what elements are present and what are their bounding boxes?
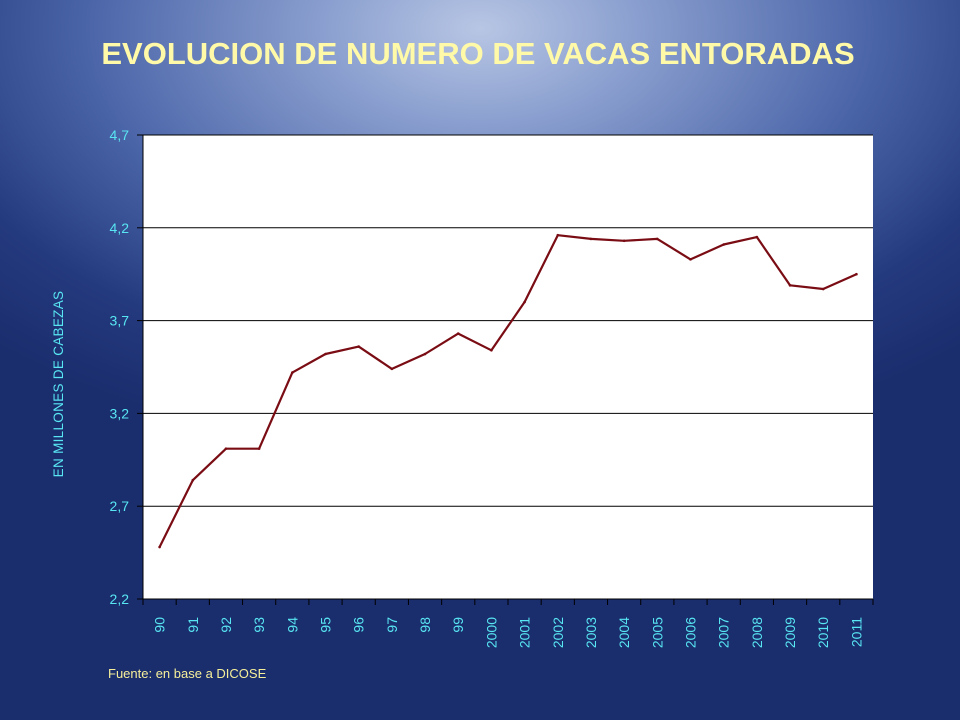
gridlines xyxy=(137,134,873,600)
x-tick-label: 92 xyxy=(218,617,234,633)
data-point xyxy=(423,352,427,356)
data-point xyxy=(324,352,327,356)
data-point xyxy=(722,243,725,246)
y-tick-label: 2,2 xyxy=(110,591,130,607)
x-tick-label: 91 xyxy=(185,617,201,633)
series-layer xyxy=(158,233,858,549)
y-tick-label: 4,2 xyxy=(110,220,130,236)
data-point xyxy=(158,545,161,549)
y-tick-label: 3,2 xyxy=(110,405,130,421)
y-tick-labels: 2,2 2,7 3,2 3,7 4,2 4,7 xyxy=(110,127,130,607)
x-tick-label: 2008 xyxy=(749,617,765,648)
data-point xyxy=(589,237,593,241)
x-tick-label: 2010 xyxy=(815,617,831,648)
plot-area xyxy=(143,135,873,599)
data-point xyxy=(622,239,626,243)
data-point xyxy=(656,237,659,241)
x-tick-label: 2003 xyxy=(583,617,599,648)
x-tick-label: 2002 xyxy=(550,617,566,648)
x-tick-label: 2001 xyxy=(517,617,533,648)
chart-title: EVOLUCION DE NUMERO DE VACAS ENTORADAS xyxy=(101,36,854,71)
x-tick-label: 2000 xyxy=(483,617,499,648)
data-point xyxy=(191,478,195,482)
x-tick-label: 98 xyxy=(417,617,433,633)
data-point xyxy=(821,287,825,291)
data-point xyxy=(291,371,294,374)
y-tick-label: 2,7 xyxy=(110,498,130,514)
x-tick-label: 2005 xyxy=(649,617,665,648)
axes xyxy=(142,135,874,605)
data-point xyxy=(689,258,692,261)
y-tick-label: 3,7 xyxy=(110,313,130,329)
x-tick-labels: 90 91 92 93 94 95 96 97 98 99 2000 2001 2002 2003 2004… xyxy=(152,617,865,648)
data-point xyxy=(456,332,460,335)
data-point xyxy=(755,235,759,239)
x-tick-label: 2009 xyxy=(782,617,798,648)
data-point xyxy=(357,345,360,348)
y-axis-label: EN MILLONES DE CABEZAS xyxy=(51,291,66,478)
x-tick-label: 90 xyxy=(152,617,168,633)
x-tick-label: 2011 xyxy=(848,617,864,647)
x-tick-label: 2006 xyxy=(683,617,699,648)
x-tick-label: 96 xyxy=(351,617,367,633)
data-point xyxy=(224,447,228,450)
x-tick-label: 97 xyxy=(384,617,400,633)
x-tick-label: 99 xyxy=(450,617,466,633)
data-point xyxy=(490,348,493,352)
x-tick-label: 94 xyxy=(284,617,300,633)
x-tick-label: 2004 xyxy=(616,617,632,648)
data-point xyxy=(390,367,394,371)
series-line xyxy=(158,234,858,549)
data-point xyxy=(788,284,792,287)
x-tick-label: 95 xyxy=(318,617,334,633)
data-point xyxy=(556,233,560,237)
data-point xyxy=(855,272,858,276)
data-point xyxy=(523,300,526,304)
y-tick-label: 4,7 xyxy=(110,127,130,143)
data-point xyxy=(257,447,261,450)
x-tick-label: 2007 xyxy=(716,617,732,648)
x-tick-label: 93 xyxy=(251,617,267,633)
source-note: Fuente: en base a DICOSE xyxy=(108,666,267,681)
